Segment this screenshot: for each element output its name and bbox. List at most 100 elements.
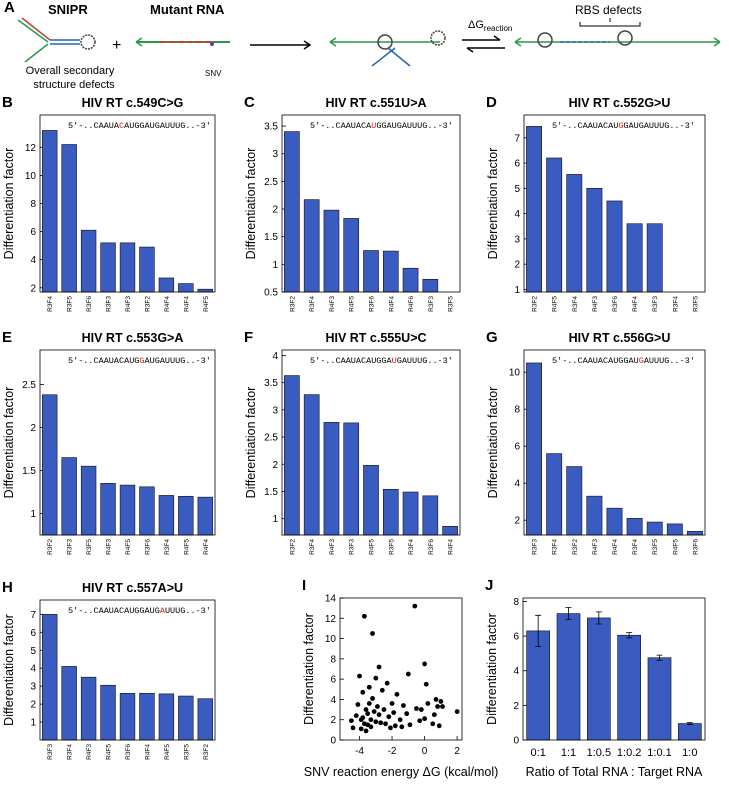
x-tick-label: R3F3 bbox=[47, 744, 54, 760]
plot-frame bbox=[39, 114, 216, 293]
y-tick-label: 8 bbox=[30, 199, 36, 210]
x-tick-label: R3F2 bbox=[144, 296, 151, 312]
bar bbox=[343, 422, 360, 536]
annotation-part: G bbox=[139, 356, 144, 366]
label: Mutant RNA bbox=[150, 2, 225, 17]
label: structure defects bbox=[33, 79, 115, 91]
point bbox=[404, 711, 410, 717]
x-tick-label: R4F5 bbox=[125, 539, 132, 555]
annotation: 5′-..CAAUACAUGGAUGAUUUG..-3′ bbox=[68, 606, 211, 616]
bar bbox=[42, 130, 58, 293]
bar bbox=[61, 457, 77, 536]
point bbox=[371, 709, 377, 714]
x-tick-label: R4F5 bbox=[183, 539, 190, 555]
x-tick-label: R3F2 bbox=[47, 539, 54, 555]
annotation: 5′-..CAAUACAUGGAUGAUUUG..-3′ bbox=[310, 121, 453, 131]
annotation-part: C bbox=[119, 121, 124, 131]
panel-letter: B bbox=[2, 94, 13, 111]
y-tick-label: 10 bbox=[25, 171, 37, 182]
x-tick-label: 1:0.2 bbox=[617, 747, 641, 759]
plot-frame bbox=[523, 349, 706, 536]
x-tick-label: R4F4 bbox=[144, 744, 151, 760]
bar bbox=[303, 199, 320, 293]
bar bbox=[80, 676, 97, 741]
y-tick-label: 6 bbox=[30, 227, 36, 238]
point bbox=[363, 707, 369, 712]
chart-title: HIV RT c.555U>C bbox=[325, 331, 426, 345]
point bbox=[376, 664, 382, 670]
bar bbox=[546, 453, 563, 536]
point bbox=[425, 701, 431, 706]
plot-frame bbox=[522, 597, 706, 741]
point bbox=[362, 613, 367, 619]
plot-frame bbox=[281, 114, 461, 293]
point bbox=[423, 681, 429, 687]
y-tick-label: 2 bbox=[30, 283, 36, 294]
y-tick-label: 1.5 bbox=[22, 466, 36, 477]
annotation-part: 5′-..CAAUACAUGGAU bbox=[552, 356, 639, 366]
point bbox=[379, 687, 385, 693]
panel-letter: I bbox=[302, 577, 306, 594]
label: reaction bbox=[484, 24, 512, 33]
bar bbox=[42, 614, 58, 741]
y-tick-label: 0 bbox=[330, 736, 336, 747]
y-tick-label: 14 bbox=[325, 594, 337, 605]
diagram-a: A SNIPR + Mutant RNA SNV Overall seconda… bbox=[4, 0, 721, 91]
x-tick-label: R4F4 bbox=[388, 296, 395, 312]
point bbox=[370, 696, 375, 701]
point bbox=[418, 707, 424, 712]
x-tick-label: R3F3 bbox=[349, 539, 356, 555]
x-tick-label: 0:1 bbox=[531, 747, 546, 759]
point bbox=[355, 702, 361, 707]
bar bbox=[566, 466, 583, 536]
point bbox=[405, 671, 411, 677]
plot-frame bbox=[523, 114, 706, 293]
x-tick-label: R3F4 bbox=[408, 539, 415, 555]
plot-frame bbox=[39, 599, 216, 741]
annotation-part: GAUGAUUUG..-3′ bbox=[623, 121, 694, 131]
point bbox=[399, 724, 405, 730]
bar bbox=[526, 630, 550, 741]
x-tick-label: R4F4 bbox=[203, 539, 210, 555]
x-tick-label: R3F4 bbox=[572, 296, 579, 312]
annotation: 5′-..CAAUACAUGGAUGAUUUG..-3′ bbox=[552, 356, 695, 366]
x-tick-label: R3F5 bbox=[67, 296, 74, 312]
y-tick-label: 3 bbox=[272, 405, 278, 416]
bar bbox=[382, 488, 399, 536]
y-axis-label: Differentiation factor bbox=[302, 613, 316, 725]
bar bbox=[382, 250, 399, 293]
label: ΔGreaction bbox=[468, 19, 512, 33]
bar bbox=[526, 126, 542, 293]
y-tick-label: 2 bbox=[30, 700, 36, 711]
point bbox=[397, 717, 403, 723]
annotation-part: AUGAUUUG..-3′ bbox=[145, 356, 211, 366]
bar bbox=[100, 684, 116, 741]
y-tick-label: 2.5 bbox=[264, 177, 278, 188]
bar bbox=[61, 666, 77, 741]
bar bbox=[586, 495, 603, 536]
x-tick-label: R3F3 bbox=[428, 296, 435, 312]
y-tick-label: 4 bbox=[30, 664, 36, 675]
point bbox=[386, 714, 392, 720]
bar bbox=[303, 394, 320, 536]
bar bbox=[606, 200, 623, 293]
error-bar bbox=[565, 607, 572, 621]
bar bbox=[158, 693, 175, 741]
bar bbox=[42, 394, 58, 536]
bar bbox=[197, 496, 213, 536]
x-tick-label: R4F5 bbox=[672, 539, 679, 555]
y-tick-label: 7 bbox=[514, 133, 520, 144]
bar bbox=[343, 218, 360, 293]
label: Overall secondary bbox=[26, 65, 115, 77]
x-tick-label: R3F6 bbox=[428, 539, 435, 555]
annotation-part: AUGGAUGAUUUG..-3′ bbox=[124, 121, 211, 131]
bar bbox=[646, 521, 663, 536]
bar bbox=[197, 698, 213, 741]
x-tick-label: R4F3 bbox=[329, 296, 336, 312]
point bbox=[412, 603, 418, 609]
point bbox=[381, 707, 387, 712]
x-tick-label: R3F5 bbox=[86, 539, 93, 555]
bar bbox=[284, 375, 300, 536]
point bbox=[435, 704, 440, 709]
snipr-shape bbox=[17, 17, 721, 67]
